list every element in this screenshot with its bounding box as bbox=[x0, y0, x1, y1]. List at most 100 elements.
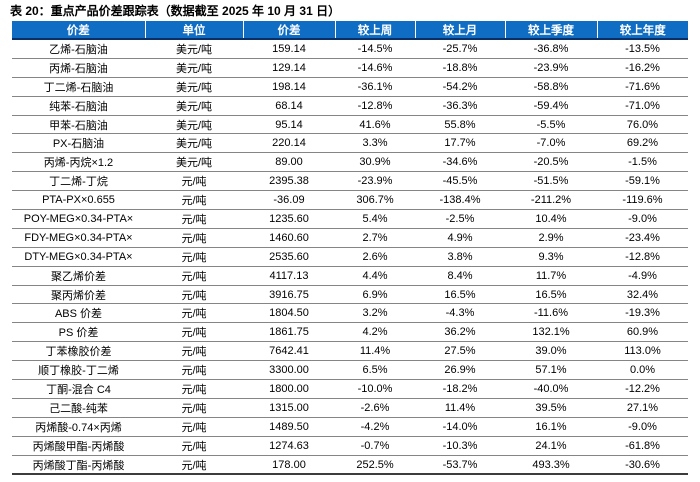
table-title: 表 20：重点产品价差跟踪表（数据截至 2025 年 10 月 31 日） bbox=[10, 4, 341, 18]
cell-spread-name: 乙烯-石脑油 bbox=[12, 39, 145, 59]
cell-spread-name: 丁二烯-石脑油 bbox=[12, 77, 145, 97]
cell-spread-name: 丁酮-混合 C4 bbox=[12, 379, 145, 399]
table-row: 丙烯酸甲酯-丙烯酸 元/吨 1274.63 -0.7% -10.3% 24.1% -61.8… bbox=[12, 436, 688, 456]
cell-vs-last-quarter: 57.1% bbox=[505, 360, 597, 381]
table-row: 顺丁橡胶-丁二烯 元/吨 3300.00 6.5% 26.9% 57.1% 0.0% bbox=[12, 360, 688, 381]
cell-spread-value: 7642.41 bbox=[243, 341, 335, 362]
cell-spread-value: 1274.63 bbox=[243, 436, 335, 456]
table-row: 丙烯-石脑油 美元/吨 129.14 -14.6% -18.8% -23.9% -16.2% bbox=[12, 58, 688, 78]
cell-vs-last-month: -14.0% bbox=[415, 417, 505, 437]
cell-vs-last-year: -9.0% bbox=[597, 209, 688, 229]
cell-vs-last-year: -23.4% bbox=[597, 228, 688, 248]
cell-vs-last-quarter: 132.1% bbox=[505, 322, 597, 343]
cell-vs-last-week: -14.5% bbox=[335, 39, 415, 59]
cell-vs-last-year: -19.3% bbox=[597, 303, 688, 324]
cell-vs-last-year: -71.6% bbox=[597, 77, 688, 97]
cell-vs-last-year: 76.0% bbox=[597, 115, 688, 135]
cell-vs-last-month: 16.5% bbox=[415, 285, 505, 305]
cell-unit: 元/吨 bbox=[145, 341, 243, 362]
cell-spread-name: 己二酸-纯苯 bbox=[12, 398, 145, 418]
cell-vs-last-year: 0.0% bbox=[597, 360, 688, 381]
cell-spread-name: 丙烯酸甲酯-丙烯酸 bbox=[12, 436, 145, 456]
cell-vs-last-quarter: -7.0% bbox=[505, 133, 597, 154]
cell-spread-name: FDY-MEG×0.34-PTA× bbox=[12, 228, 145, 248]
table-row: DTY-MEG×0.34-PTA× 元/吨 2535.60 2.6% 3.8% 9.3% -… bbox=[12, 247, 688, 267]
cell-unit: 元/吨 bbox=[145, 398, 243, 418]
cell-unit: 元/吨 bbox=[145, 303, 243, 324]
cell-spread-value: 89.00 bbox=[243, 152, 335, 173]
cell-vs-last-quarter: -36.8% bbox=[505, 39, 597, 59]
cell-unit: 美元/吨 bbox=[145, 115, 243, 135]
cell-spread-name: 丙烯-石脑油 bbox=[12, 58, 145, 78]
table-row: 丁二烯-丁烷 元/吨 2395.38 -23.9% -45.5% -51.5% -59.1% bbox=[12, 171, 688, 192]
cell-spread-name: POY-MEG×0.34-PTA× bbox=[12, 209, 145, 229]
cell-spread-value: 1235.60 bbox=[243, 209, 335, 229]
column-header-unit: 单位 bbox=[145, 21, 244, 40]
cell-unit: 元/吨 bbox=[145, 171, 243, 192]
cell-unit: 美元/吨 bbox=[145, 58, 243, 78]
table-row: PX-石脑油 美元/吨 220.14 3.3% 17.7% -7.0% 69.2% bbox=[12, 133, 688, 154]
cell-vs-last-month: -45.5% bbox=[415, 171, 505, 192]
cell-spread-name: PS 价差 bbox=[12, 322, 145, 343]
cell-vs-last-quarter: 11.7% bbox=[505, 266, 597, 286]
cell-vs-last-week: 2.6% bbox=[335, 247, 415, 267]
cell-vs-last-year: -30.6% bbox=[597, 455, 688, 476]
table-row: 甲苯-石脑油 美元/吨 95.14 41.6% 55.8% -5.5% 76.0% bbox=[12, 115, 688, 135]
column-header-spread-name: 价差 bbox=[12, 21, 146, 40]
cell-vs-last-week: -0.7% bbox=[335, 436, 415, 456]
cell-unit: 元/吨 bbox=[145, 209, 243, 229]
cell-vs-last-year: 113.0% bbox=[597, 341, 688, 362]
table-row: 丁二烯-石脑油 美元/吨 198.14 -36.1% -54.2% -58.8% -71.6… bbox=[12, 77, 688, 97]
cell-spread-value: 220.14 bbox=[243, 133, 335, 154]
table-row: ABS 价差 元/吨 1804.50 3.2% -4.3% -11.6% -19.3% bbox=[12, 303, 688, 324]
cell-spread-name: PX-石脑油 bbox=[12, 133, 145, 154]
cell-unit: 美元/吨 bbox=[145, 39, 243, 59]
cell-unit: 元/吨 bbox=[145, 360, 243, 381]
cell-vs-last-week: -14.6% bbox=[335, 58, 415, 78]
cell-spread-value: 2535.60 bbox=[243, 247, 335, 267]
cell-spread-name: 纯苯-石脑油 bbox=[12, 96, 145, 116]
cell-unit: 美元/吨 bbox=[145, 133, 243, 154]
cell-vs-last-week: -12.8% bbox=[335, 96, 415, 116]
cell-vs-last-month: -10.3% bbox=[415, 436, 505, 456]
cell-vs-last-week: 2.7% bbox=[335, 228, 415, 248]
cell-vs-last-week: 252.5% bbox=[335, 455, 415, 476]
cell-vs-last-month: 55.8% bbox=[415, 115, 505, 135]
column-header-vs-last-quarter: 较上季度 bbox=[505, 21, 598, 40]
cell-vs-last-week: 6.5% bbox=[335, 360, 415, 381]
cell-spread-value: 4117.13 bbox=[243, 266, 335, 286]
cell-unit: 元/吨 bbox=[145, 247, 243, 267]
cell-vs-last-month: -54.2% bbox=[415, 77, 505, 97]
table-row: 乙烯-石脑油 美元/吨 159.14 -14.5% -25.7% -36.8% -13.5% bbox=[12, 39, 688, 59]
cell-spread-value: 1800.00 bbox=[243, 379, 335, 399]
cell-vs-last-year: -71.0% bbox=[597, 96, 688, 116]
cell-vs-last-month: -36.3% bbox=[415, 96, 505, 116]
cell-unit: 美元/吨 bbox=[145, 152, 243, 173]
cell-vs-last-quarter: -5.5% bbox=[505, 115, 597, 135]
cell-vs-last-week: -4.2% bbox=[335, 417, 415, 437]
cell-vs-last-year: -1.5% bbox=[597, 152, 688, 173]
table-row: 聚乙烯价差 元/吨 4117.13 4.4% 8.4% 11.7% -4.9% bbox=[12, 266, 688, 286]
cell-vs-last-week: 4.2% bbox=[335, 322, 415, 343]
cell-spread-value: 1489.50 bbox=[243, 417, 335, 437]
cell-vs-last-quarter: 9.3% bbox=[505, 247, 597, 267]
cell-vs-last-quarter: 493.3% bbox=[505, 455, 597, 476]
cell-vs-last-year: -59.1% bbox=[597, 171, 688, 192]
table-row: PS 价差 元/吨 1861.75 4.2% 36.2% 132.1% 60.9% bbox=[12, 322, 688, 343]
cell-unit: 美元/吨 bbox=[145, 96, 243, 116]
cell-vs-last-week: -36.1% bbox=[335, 77, 415, 97]
cell-vs-last-quarter: -59.4% bbox=[505, 96, 597, 116]
cell-spread-name: 聚丙烯价差 bbox=[12, 285, 145, 305]
cell-vs-last-quarter: 24.1% bbox=[505, 436, 597, 456]
cell-unit: 元/吨 bbox=[145, 266, 243, 286]
cell-unit: 元/吨 bbox=[145, 190, 243, 211]
cell-vs-last-year: -119.6% bbox=[597, 190, 688, 211]
cell-vs-last-week: 4.4% bbox=[335, 266, 415, 286]
table-row: 丙烯酸-0.74×丙烯 元/吨 1489.50 -4.2% -14.0% 16.1% -9.… bbox=[12, 417, 688, 437]
cell-vs-last-month: -53.7% bbox=[415, 455, 505, 476]
table-row: POY-MEG×0.34-PTA× 元/吨 1235.60 5.4% -2.5% 10.4… bbox=[12, 209, 688, 229]
cell-vs-last-year: -12.2% bbox=[597, 379, 688, 399]
table-row: 丙烯酸丁酯-丙烯酸 元/吨 178.00 252.5% -53.7% 493.3% -30.… bbox=[12, 455, 688, 476]
cell-spread-name: PTA-PX×0.655 bbox=[12, 190, 145, 211]
